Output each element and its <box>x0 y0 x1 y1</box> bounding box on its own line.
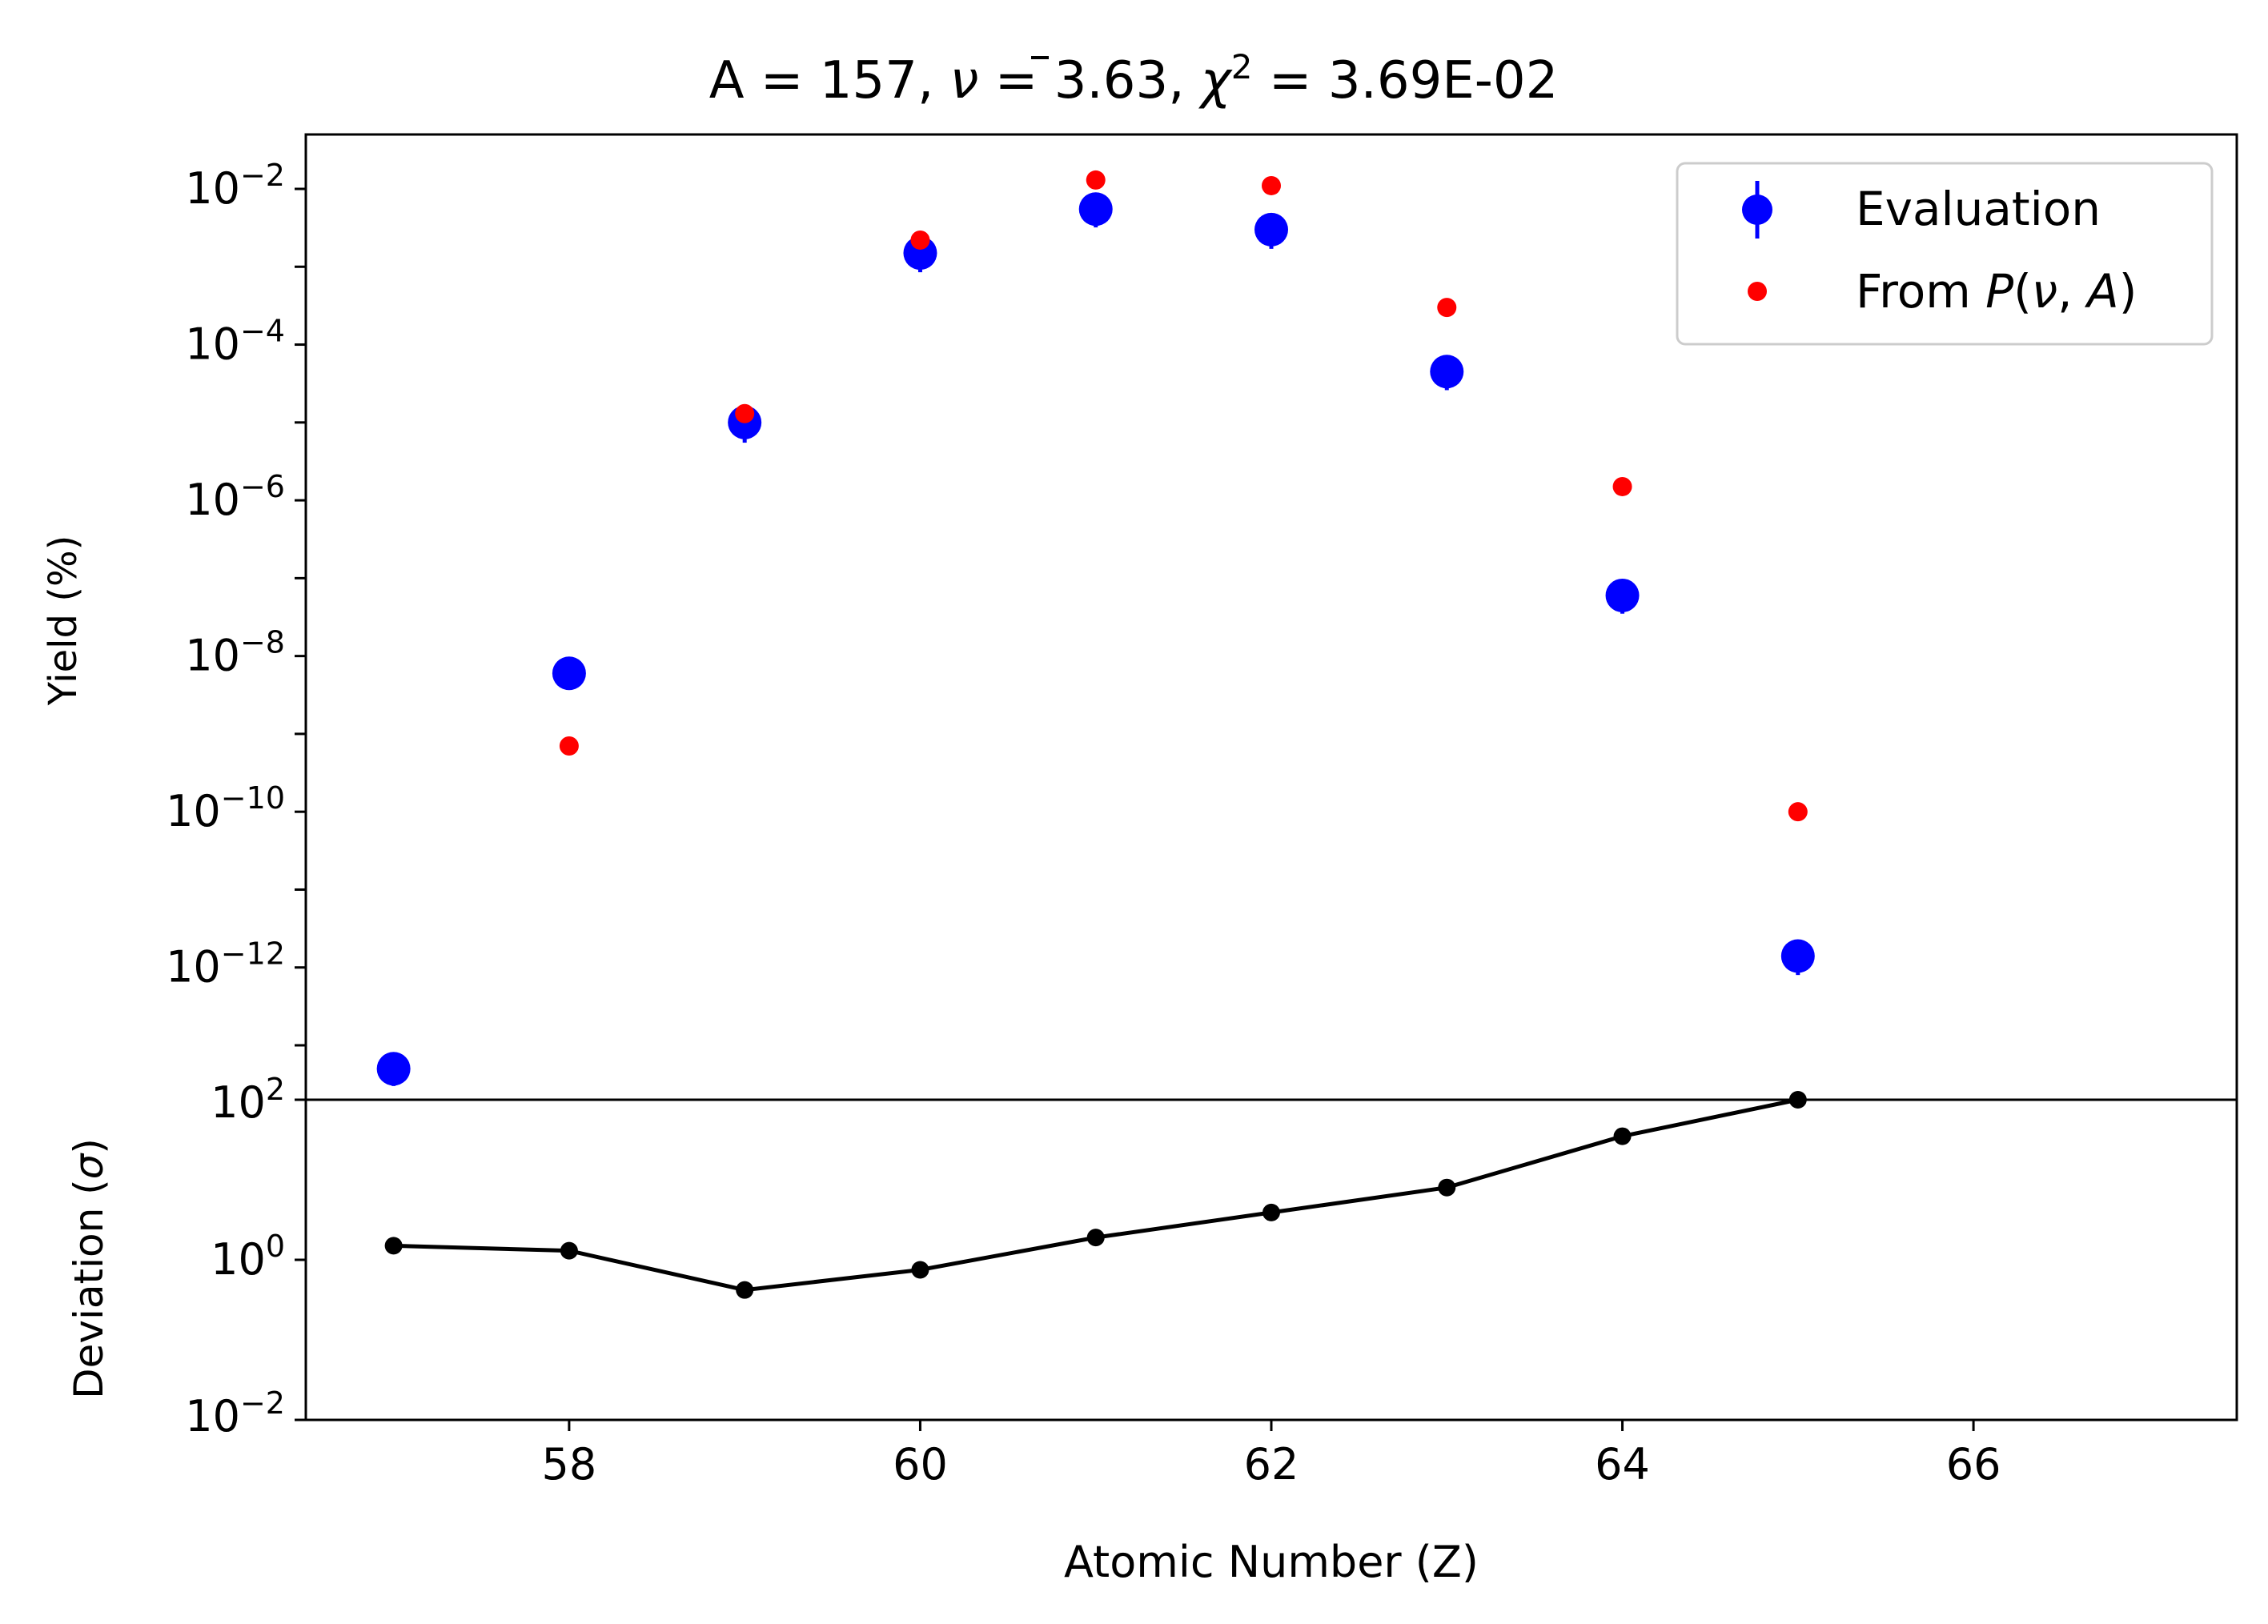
deviation-point <box>560 1242 578 1260</box>
x-tick-label: 62 <box>1244 1439 1299 1490</box>
model-point <box>735 404 754 423</box>
deviation-point <box>385 1237 403 1254</box>
deviation-point <box>1087 1229 1105 1246</box>
deviation-point <box>1789 1091 1807 1109</box>
evaluation-point <box>1606 579 1640 612</box>
model-point <box>1788 802 1808 821</box>
x-axis-label: Atomic Number (Z) <box>1064 1537 1479 1587</box>
deviation-point <box>1438 1179 1455 1197</box>
evaluation-point <box>1430 355 1463 388</box>
model-point <box>1613 477 1632 496</box>
legend-model-label: From P(ν, A) <box>1856 264 2137 319</box>
evaluation-point <box>1781 940 1815 973</box>
x-tick-label: 66 <box>1946 1439 2001 1490</box>
model-point <box>1437 298 1456 317</box>
legend-evaluation-label: Evaluation <box>1856 182 2101 236</box>
nu-bar-symbol: ν <box>950 51 979 110</box>
yield-y-axis-label: Yield (%) <box>41 535 86 707</box>
evaluation-point <box>1079 192 1113 226</box>
x-tick-label: 58 <box>542 1439 597 1490</box>
model-point <box>1262 176 1281 195</box>
evaluation-point <box>552 656 586 690</box>
x-tick-label: 64 <box>1595 1439 1650 1490</box>
legend-model-marker <box>1748 282 1767 301</box>
deviation-point <box>911 1261 929 1278</box>
deviation-point <box>1614 1128 1632 1145</box>
x-tick-label: 60 <box>893 1439 948 1490</box>
model-point <box>560 736 579 756</box>
deviation-point <box>1262 1204 1280 1221</box>
deviation-y-axis-label: Deviation (σ) <box>66 1138 112 1399</box>
model-point <box>1086 170 1106 190</box>
chart-title: A = 157, ν = 3.63, χ2 = 3.69E-02 <box>709 47 1559 111</box>
legend-evaluation-marker <box>1742 194 1772 225</box>
legend: Evaluation From P(ν, A) <box>1677 163 2212 344</box>
model-point <box>910 231 929 250</box>
evaluation-point <box>1254 213 1288 247</box>
deviation-point <box>736 1281 753 1299</box>
evaluation-point <box>377 1052 411 1085</box>
